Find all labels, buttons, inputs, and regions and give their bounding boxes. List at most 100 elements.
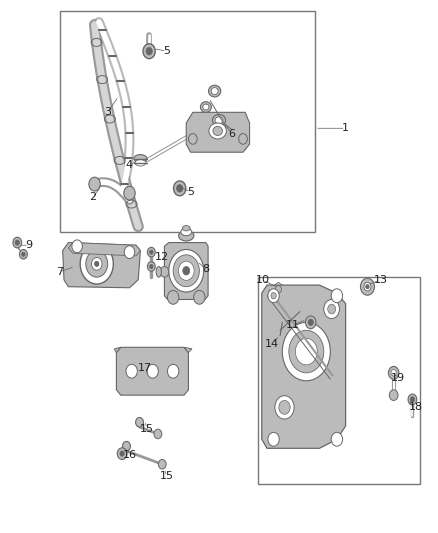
Text: 16: 16 xyxy=(123,450,137,460)
Circle shape xyxy=(268,432,279,446)
Text: 11: 11 xyxy=(286,320,300,330)
Circle shape xyxy=(331,289,343,303)
Circle shape xyxy=(177,184,183,192)
Circle shape xyxy=(146,47,152,55)
Circle shape xyxy=(89,177,100,191)
Circle shape xyxy=(136,417,144,427)
Circle shape xyxy=(120,451,124,456)
Polygon shape xyxy=(186,112,250,152)
Polygon shape xyxy=(68,243,141,256)
Circle shape xyxy=(173,255,199,287)
Text: 6: 6 xyxy=(229,128,236,139)
Polygon shape xyxy=(63,243,141,288)
Circle shape xyxy=(283,322,330,381)
Circle shape xyxy=(410,397,415,402)
Polygon shape xyxy=(114,348,121,353)
Text: 7: 7 xyxy=(56,267,63,277)
Circle shape xyxy=(124,246,135,259)
Bar xyxy=(258,277,420,484)
Circle shape xyxy=(150,250,153,254)
Circle shape xyxy=(295,338,317,365)
Circle shape xyxy=(408,394,417,405)
Ellipse shape xyxy=(182,225,190,231)
Circle shape xyxy=(188,134,197,144)
Text: 5: 5 xyxy=(163,46,170,56)
Text: 19: 19 xyxy=(391,373,405,383)
Circle shape xyxy=(328,304,336,314)
Ellipse shape xyxy=(156,266,161,277)
Bar xyxy=(60,11,315,232)
Text: 8: 8 xyxy=(202,264,209,274)
Circle shape xyxy=(150,264,153,269)
Text: 15: 15 xyxy=(159,472,173,481)
Circle shape xyxy=(148,262,155,271)
Text: 18: 18 xyxy=(408,402,423,413)
Circle shape xyxy=(178,261,194,280)
Circle shape xyxy=(183,266,190,275)
Text: 3: 3 xyxy=(104,107,111,117)
Circle shape xyxy=(360,278,374,295)
Ellipse shape xyxy=(211,87,218,94)
Circle shape xyxy=(158,459,166,469)
Ellipse shape xyxy=(212,115,226,126)
Circle shape xyxy=(391,369,396,376)
Ellipse shape xyxy=(208,85,221,97)
Circle shape xyxy=(389,367,399,379)
Circle shape xyxy=(143,44,155,59)
Polygon shape xyxy=(184,348,192,353)
Circle shape xyxy=(15,240,19,245)
Circle shape xyxy=(148,247,155,257)
Circle shape xyxy=(95,261,99,266)
Circle shape xyxy=(364,282,371,291)
Ellipse shape xyxy=(203,104,209,110)
Ellipse shape xyxy=(135,160,146,166)
Circle shape xyxy=(331,432,343,446)
Circle shape xyxy=(154,429,162,439)
Text: 9: 9 xyxy=(25,240,33,250)
Ellipse shape xyxy=(201,102,212,112)
Circle shape xyxy=(126,365,138,378)
Circle shape xyxy=(86,251,108,277)
Circle shape xyxy=(117,448,127,459)
Polygon shape xyxy=(117,348,188,395)
Circle shape xyxy=(279,400,290,414)
Circle shape xyxy=(19,249,27,259)
Ellipse shape xyxy=(213,126,223,135)
Text: 1: 1 xyxy=(342,123,349,133)
Text: 10: 10 xyxy=(256,275,270,285)
Circle shape xyxy=(275,395,294,419)
Circle shape xyxy=(268,289,279,303)
Text: 12: 12 xyxy=(155,252,170,262)
Circle shape xyxy=(276,286,282,293)
Circle shape xyxy=(167,290,179,304)
Polygon shape xyxy=(262,285,346,448)
Text: 2: 2 xyxy=(89,192,96,203)
Polygon shape xyxy=(164,243,208,300)
Circle shape xyxy=(92,257,102,270)
Text: 13: 13 xyxy=(374,275,388,285)
Circle shape xyxy=(389,390,398,400)
Text: 5: 5 xyxy=(187,187,194,197)
Circle shape xyxy=(239,134,247,144)
Ellipse shape xyxy=(209,123,226,139)
Text: 17: 17 xyxy=(138,362,152,373)
Circle shape xyxy=(123,441,131,451)
Circle shape xyxy=(124,186,135,200)
Circle shape xyxy=(21,252,25,256)
Circle shape xyxy=(160,266,169,277)
Circle shape xyxy=(194,290,205,304)
Ellipse shape xyxy=(181,228,192,236)
Circle shape xyxy=(271,293,276,299)
Ellipse shape xyxy=(134,155,147,163)
Ellipse shape xyxy=(179,230,194,241)
Circle shape xyxy=(72,240,82,253)
Ellipse shape xyxy=(215,117,223,124)
Text: 14: 14 xyxy=(264,338,279,349)
Circle shape xyxy=(366,285,369,289)
Circle shape xyxy=(167,365,179,378)
Text: 4: 4 xyxy=(126,160,133,171)
Circle shape xyxy=(169,249,204,292)
Text: 15: 15 xyxy=(140,424,154,434)
Circle shape xyxy=(324,300,339,319)
Circle shape xyxy=(13,237,21,248)
